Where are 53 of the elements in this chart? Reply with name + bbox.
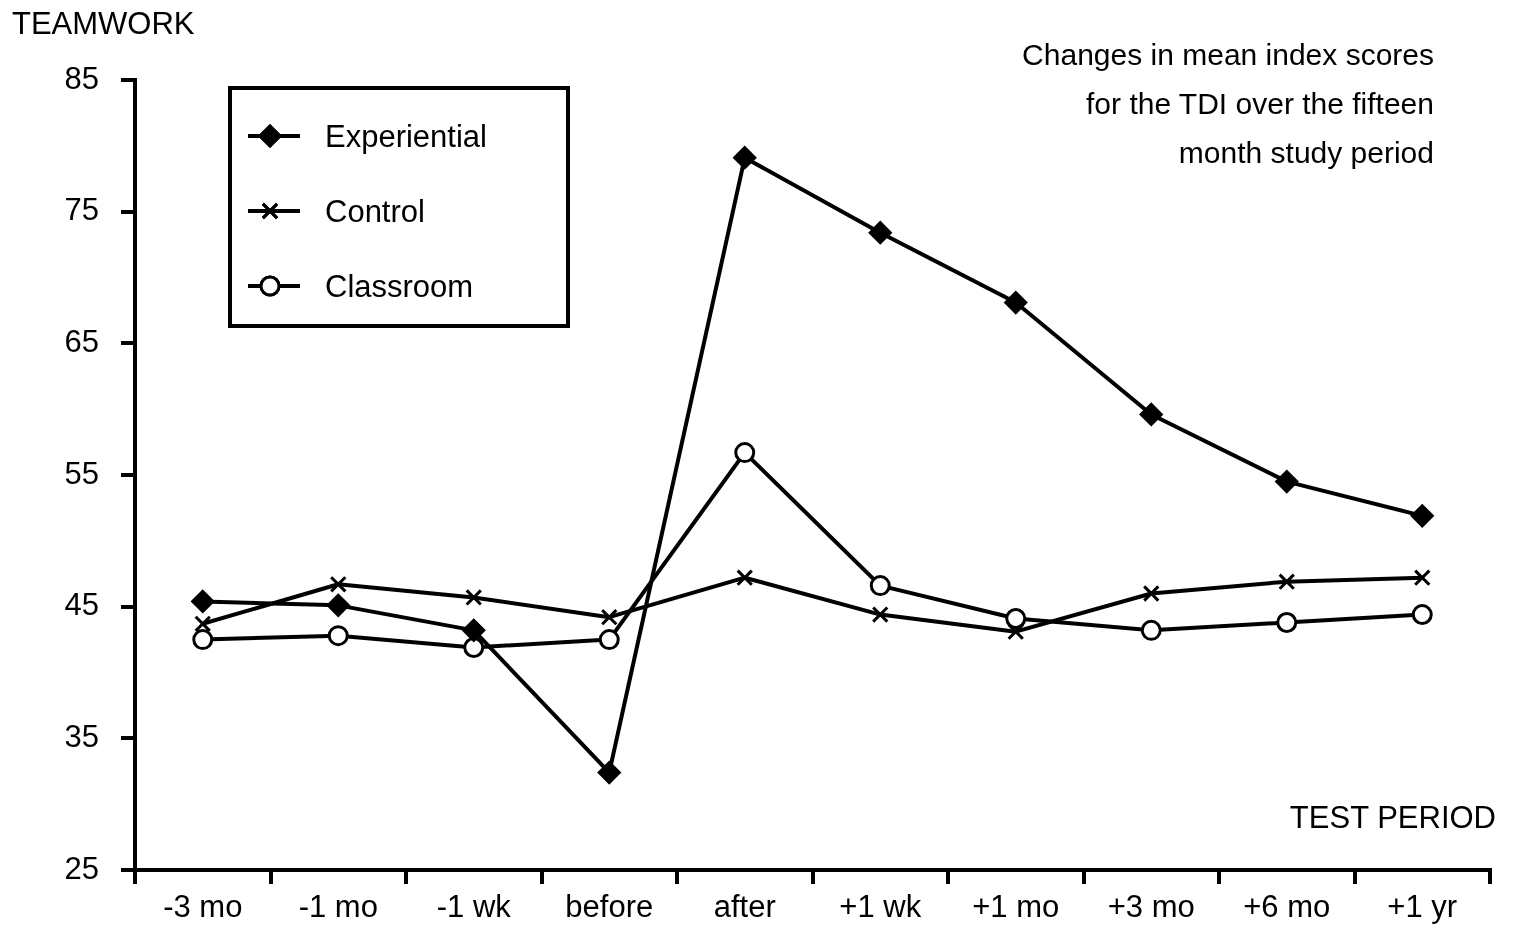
point	[869, 575, 891, 597]
x-tick-label: -1 mo	[298, 889, 378, 925]
x-tick-label: +1 wk	[839, 889, 922, 925]
point	[733, 146, 757, 170]
point	[329, 575, 347, 593]
x-tick-label: +1 yr	[1387, 889, 1458, 925]
point	[1411, 604, 1433, 626]
point	[871, 606, 889, 624]
y-tick-label: 85	[64, 60, 99, 96]
point	[600, 608, 618, 626]
point	[736, 569, 754, 587]
point	[327, 625, 349, 647]
legend-label: Control	[325, 193, 425, 229]
point	[465, 588, 483, 607]
y-tick-label: 55	[64, 455, 99, 491]
point	[1139, 402, 1163, 426]
x-tick-label: +6 mo	[1243, 889, 1331, 925]
point	[1278, 573, 1296, 591]
y-axis-title: TEAMWORK	[12, 6, 195, 42]
point	[192, 629, 214, 651]
point	[194, 615, 212, 633]
point	[1275, 470, 1299, 494]
point	[598, 629, 620, 651]
point	[1140, 619, 1162, 641]
y-tick-label: 65	[64, 323, 99, 359]
x-tick-label: -1 wk	[436, 889, 512, 925]
point	[462, 618, 486, 642]
x-tick-label: +3 mo	[1107, 889, 1195, 925]
x-tick-label: before	[565, 889, 654, 925]
point	[326, 593, 350, 617]
x-tick-label: +1 mo	[972, 889, 1060, 925]
point	[1276, 611, 1298, 633]
point	[463, 636, 485, 658]
x-axis-title: TEST PERIOD	[1289, 800, 1496, 836]
y-tick-label: 35	[64, 718, 99, 754]
point	[734, 442, 756, 464]
y-tick-label: 45	[64, 587, 99, 623]
point	[868, 221, 892, 245]
point	[1007, 623, 1025, 641]
point	[1413, 569, 1431, 587]
y-tick-label: 25	[64, 850, 99, 886]
y-tick-label: 75	[64, 192, 99, 228]
point	[1004, 291, 1028, 315]
point	[1142, 584, 1160, 603]
point	[597, 761, 621, 785]
annotation: Changes in mean index scores for the TDI over the fifteen month study period	[1021, 37, 1434, 171]
point	[1410, 504, 1434, 528]
x-tick-label: after	[713, 889, 776, 925]
point	[1005, 608, 1027, 630]
x-tick-label: -3 mo	[163, 889, 243, 925]
legend-label: Classroom	[325, 268, 474, 304]
legend-label: Experiential	[325, 118, 487, 154]
point	[191, 589, 215, 613]
